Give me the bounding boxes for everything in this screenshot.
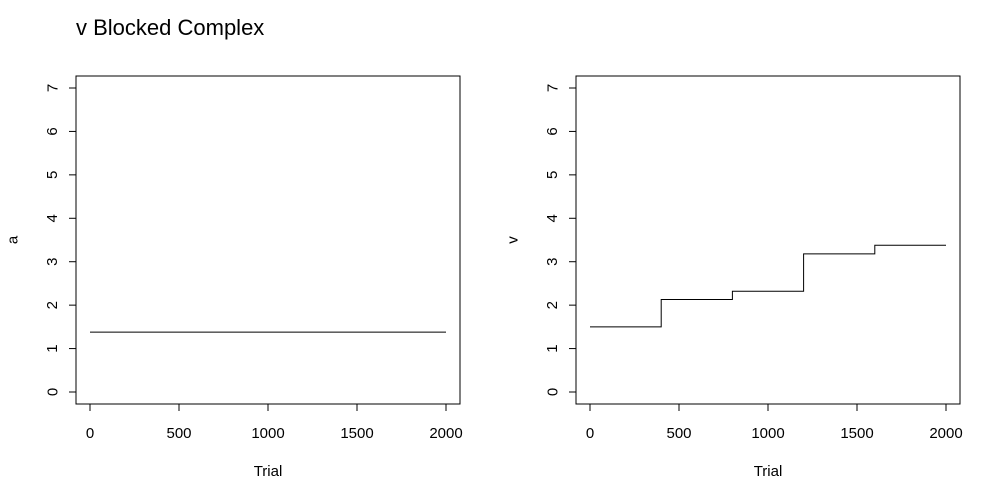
plot-frame — [75, 75, 461, 405]
x-tick-label: 2000 — [929, 425, 962, 442]
y-tick-label: 5 — [44, 171, 61, 179]
y-tick-label: 2 — [544, 301, 561, 309]
x-tick-label: 2000 — [429, 425, 462, 442]
y-axis-label: a — [4, 235, 21, 244]
x-tick-label: 500 — [166, 425, 191, 442]
y-tick-label: 5 — [544, 171, 561, 179]
x-axis-label: Trial — [754, 463, 783, 480]
y-tick-label: 3 — [544, 258, 561, 266]
y-tick-label: 1 — [544, 344, 561, 352]
y-tick-label: 4 — [44, 214, 61, 222]
y-tick-label: 7 — [544, 84, 561, 92]
x-tick-label: 1000 — [751, 425, 784, 442]
x-tick-label: 500 — [666, 425, 691, 442]
x-tick-label: 0 — [86, 425, 94, 442]
y-tick-label: 6 — [544, 127, 561, 135]
y-tick-label: 6 — [44, 127, 61, 135]
x-tick-label: 1000 — [251, 425, 284, 442]
x-axis-label: Trial — [254, 463, 283, 480]
x-tick-label: 0 — [586, 425, 594, 442]
x-tick-label: 1500 — [840, 425, 873, 442]
y-tick-label: 0 — [44, 388, 61, 396]
panel-left: 0 500 1000 1500 2000 0 1 2 3 4 5 6 7 Trial a — [4, 75, 463, 480]
y-tick-label: 4 — [544, 214, 561, 222]
y-tick-label: 3 — [44, 258, 61, 266]
plot-frame — [575, 75, 961, 405]
chart-title: v Blocked Complex — [76, 15, 264, 40]
y-tick-label: 7 — [44, 84, 61, 92]
y-axis-label: v — [504, 236, 521, 244]
series-line — [590, 244, 946, 328]
x-tick-label: 1500 — [340, 425, 373, 442]
y-tick-label: 1 — [44, 344, 61, 352]
y-tick-label: 2 — [44, 301, 61, 309]
y-tick-label: 0 — [544, 388, 561, 396]
panel-right: 0 500 1000 1500 2000 0 1 2 3 4 5 6 7 Trial v — [504, 75, 963, 480]
